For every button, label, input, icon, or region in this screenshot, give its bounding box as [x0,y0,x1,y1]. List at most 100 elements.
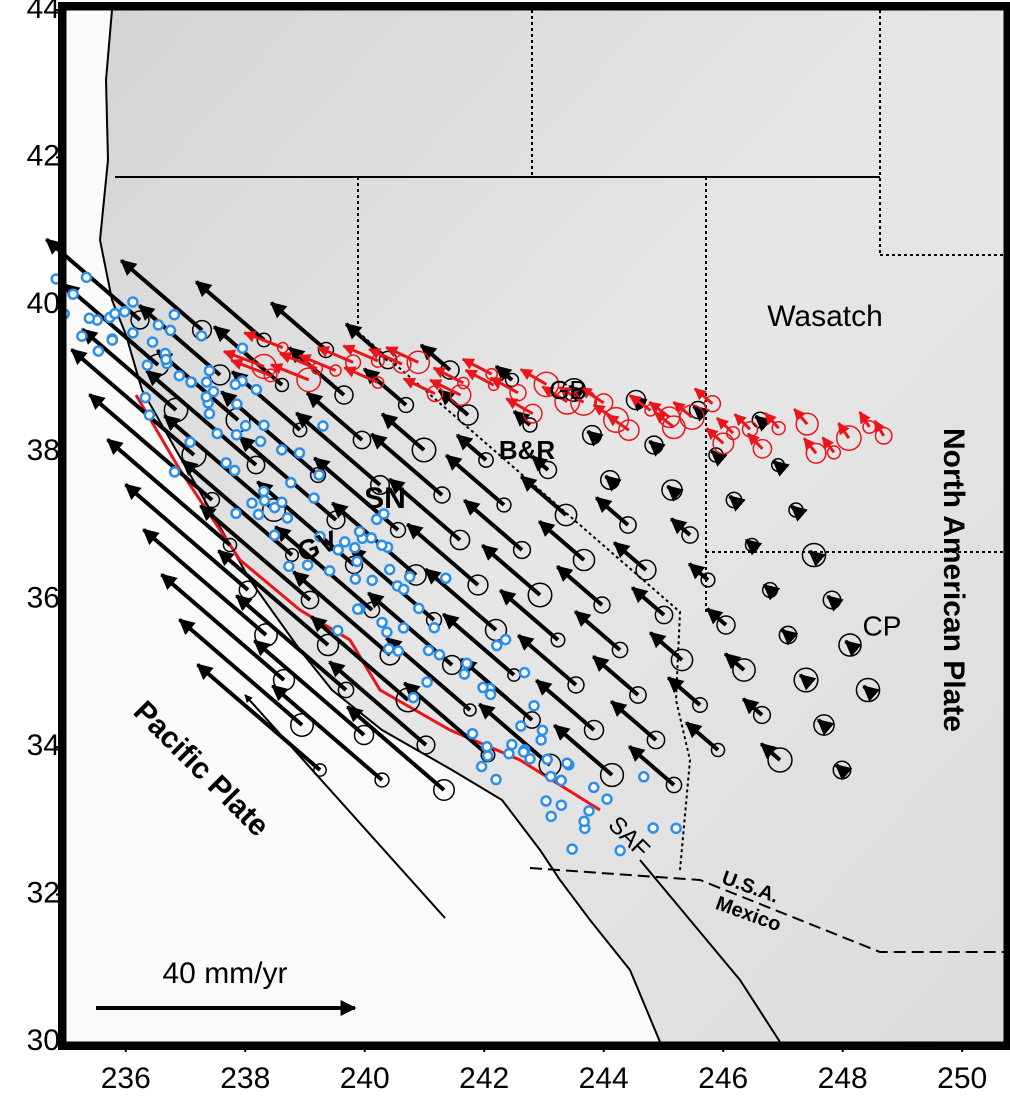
station [283,560,295,573]
station [76,330,88,342]
station [351,555,363,568]
velocity-arrow [362,367,408,407]
velocity-arrow-red [222,349,265,368]
station [433,649,446,661]
velocity-arrow-red [793,408,809,426]
station [383,643,395,655]
velocity-arrow [328,660,428,747]
y-tick-label: 30 [27,1024,60,1057]
station [228,464,241,477]
station [246,497,258,509]
error-ellipse [644,435,664,455]
velocity-arrow [512,409,532,427]
velocity-arrow [666,484,684,502]
velocity-arrow [762,583,781,601]
velocity-arrow [406,522,480,587]
station [258,494,271,507]
velocity-arrow [648,439,666,457]
station [403,570,416,583]
station [268,501,281,514]
velocity-arrow-red [505,397,534,415]
error-ellipse [374,772,390,788]
x-tick-label: 238 [220,1062,270,1095]
velocity-arrow [380,412,426,452]
error-ellipse [688,400,708,420]
station [332,544,344,556]
velocity-arrow [816,718,835,736]
station [184,436,196,448]
y-tick-label: 44 [27,0,60,25]
station [381,626,393,638]
velocity-arrow-red [579,386,605,405]
velocity-arrow-red [693,387,714,405]
station [160,353,172,366]
velocity-arrow-red [716,416,735,435]
velocity-arrow [728,494,746,512]
velocity-arrow-red [489,376,519,395]
error-ellipse [353,724,375,746]
velocity-arrow [687,562,710,582]
velocity-arrow [138,304,222,377]
error-ellipse [691,696,709,714]
station [313,469,325,481]
station [146,336,159,348]
error-ellipse [274,377,290,393]
station [230,429,243,441]
y-tick-label: 32 [27,876,60,909]
station [366,574,378,587]
stations [50,271,682,857]
station [517,746,530,758]
station [535,734,547,746]
station [515,720,527,732]
velocity-arrow-red [541,385,569,404]
y-tick-label: 38 [27,434,60,467]
station [588,781,600,794]
station [499,633,512,646]
station [466,727,479,740]
station [578,815,590,828]
error-ellipse [433,779,455,801]
station [168,308,181,321]
velocity-arrow [808,549,826,567]
station [203,407,216,420]
velocity-arrow [499,588,560,642]
x-tick-label: 236 [101,1062,151,1095]
station [353,525,366,538]
error-ellipse [670,648,694,672]
error-ellipse-red [703,394,722,413]
station [637,771,650,783]
station [378,508,390,520]
plate-motion-arrow [244,694,446,919]
velocity-arrow [271,684,384,782]
station [80,271,93,284]
velocity-arrow-red [733,413,752,431]
velocity-arrow [295,411,382,487]
error-ellipse [572,548,596,572]
velocity-arrow-red [763,412,780,430]
station [314,530,326,543]
error-ellipse [767,747,793,773]
error-ellipse [337,681,355,699]
velocity-arrow [741,697,764,717]
station [541,753,553,766]
station [503,747,515,760]
error-ellipse-red [406,350,431,375]
error-ellipse-red [456,376,470,390]
velocity-arrow [595,496,630,527]
station [528,699,540,712]
velocity-arrow [445,453,506,507]
station [422,644,435,657]
error-ellipse-red [522,403,543,424]
velocity-arrow [460,657,534,722]
error-ellipse [625,389,647,411]
error-ellipse [700,572,716,588]
station [293,447,306,459]
station [220,457,232,469]
velocity-arrow [844,639,862,657]
annotation: CP [863,610,902,641]
station [207,385,220,398]
velocity-arrow [754,414,772,432]
velocity-arrow-red [402,377,436,396]
station [540,795,552,807]
station [561,757,573,769]
